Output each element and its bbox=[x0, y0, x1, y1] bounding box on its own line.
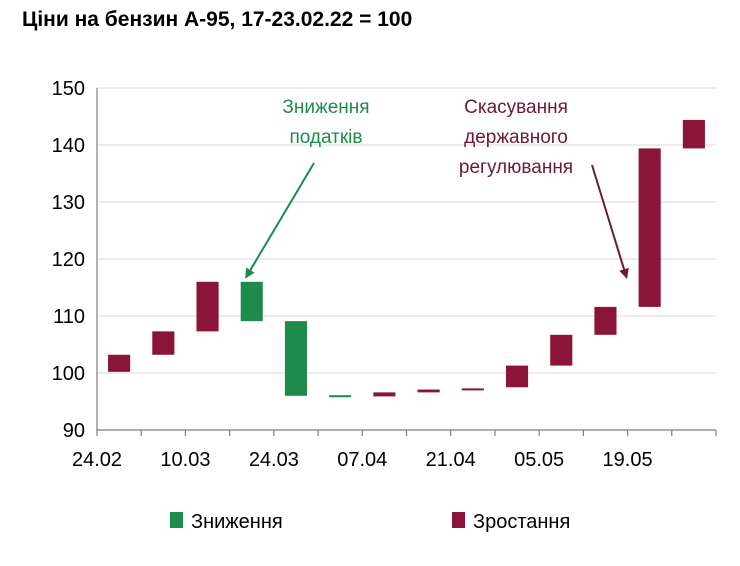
annotation-text: Зниження bbox=[282, 97, 369, 118]
annotation-layer: Зниження податків Скасування державного регу… bbox=[244, 97, 629, 279]
bar-decrease bbox=[284, 321, 308, 396]
bar-increase bbox=[417, 389, 440, 393]
legend-label: Зниження bbox=[191, 511, 283, 533]
y-tick-label: 110 bbox=[53, 306, 85, 328]
x-tick-label: 24.02 bbox=[72, 449, 122, 471]
annotation-text: податків bbox=[289, 127, 362, 148]
annotation-arrow bbox=[591, 164, 629, 279]
legend-label: Зростання bbox=[473, 511, 570, 533]
x-tick-label: 07.04 bbox=[337, 449, 387, 471]
annotation-tax-cut: Зниження податків bbox=[244, 97, 370, 279]
bar-layer bbox=[108, 119, 705, 398]
annotation-text: державного bbox=[464, 127, 568, 148]
legend: Зниження Зростання bbox=[170, 511, 570, 533]
axis-layer: 90 100 110 120 130 140 150 24.02 10.03 24.03 07.04… bbox=[52, 78, 717, 471]
y-tick-label: 120 bbox=[52, 249, 85, 271]
bar-increase bbox=[196, 281, 219, 332]
bar-increase bbox=[594, 306, 617, 335]
bar-increase bbox=[108, 354, 131, 372]
bar-increase bbox=[550, 334, 573, 366]
legend-swatch bbox=[170, 512, 183, 528]
x-tick-label: 24.03 bbox=[249, 449, 299, 471]
y-tick-label: 90 bbox=[63, 420, 85, 442]
bar-decrease bbox=[240, 281, 263, 322]
annotation-deregulation: Скасування державного регулювання bbox=[459, 97, 629, 279]
bar-increase bbox=[152, 331, 175, 355]
legend-item: Зниження bbox=[170, 511, 283, 533]
y-tick-label: 140 bbox=[52, 135, 85, 157]
x-tick-label: 21.04 bbox=[426, 449, 476, 471]
bar-decrease bbox=[329, 395, 352, 398]
annotation-arrow bbox=[244, 162, 315, 279]
legend-swatch bbox=[452, 512, 465, 528]
legend-item: Зростання bbox=[452, 511, 570, 533]
annotation-text: Скасування bbox=[464, 97, 568, 118]
chart-title: Ціни на бензин А-95, 17-23.02.22 = 100 bbox=[22, 8, 413, 31]
y-tick-label: 100 bbox=[52, 363, 85, 385]
x-tick-label: 10.03 bbox=[160, 449, 210, 471]
x-tick-label: 19.05 bbox=[603, 449, 653, 471]
x-tick-label: 05.05 bbox=[514, 449, 564, 471]
bar-increase bbox=[682, 119, 705, 149]
bar-increase bbox=[638, 148, 661, 307]
grid-layer bbox=[97, 87, 716, 374]
bar-increase bbox=[373, 392, 396, 397]
y-tick-label: 150 bbox=[52, 78, 85, 100]
y-tick-label: 130 bbox=[52, 192, 85, 214]
bar-increase bbox=[461, 388, 484, 391]
annotation-text: регулювання bbox=[459, 157, 573, 178]
bar-increase bbox=[505, 365, 529, 388]
